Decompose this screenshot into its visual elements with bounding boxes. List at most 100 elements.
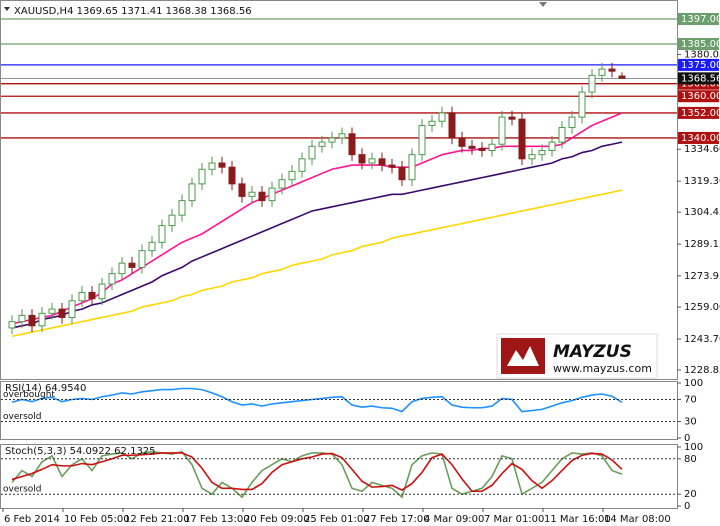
level-label: 1340.00 xyxy=(681,133,720,144)
level-label-box xyxy=(678,106,719,119)
candle-body xyxy=(68,300,76,318)
y-tick-label: 0 xyxy=(684,501,690,512)
level-label: oversold xyxy=(3,412,41,422)
candle-body xyxy=(438,112,446,122)
x-tick-label: 11 Mar 16:00 xyxy=(544,514,611,525)
price-panel xyxy=(0,0,678,380)
candle-body xyxy=(78,291,86,302)
candle-body xyxy=(18,314,26,323)
candle-body xyxy=(268,187,276,202)
candle-body xyxy=(338,133,346,139)
level-label: oversold xyxy=(3,485,41,495)
panel-title: Stoch(5,3,3) 54.0922 62.1325 xyxy=(5,446,156,457)
candle-body xyxy=(258,191,266,202)
candle-body xyxy=(378,158,386,166)
candle-body xyxy=(538,149,546,156)
candle-body xyxy=(118,262,126,275)
x-tick-label: 20 Feb 09:00 xyxy=(244,514,310,525)
candle-body xyxy=(88,291,96,300)
candle-body xyxy=(508,116,516,120)
y-tick-label: 1228.85 xyxy=(684,365,720,376)
candle-body xyxy=(98,283,106,300)
candle-body xyxy=(328,137,336,143)
y-tick-label: 20 xyxy=(684,489,697,500)
candle-body xyxy=(428,120,436,126)
y-tick-label: 70 xyxy=(684,395,697,406)
y-tick-label: 30 xyxy=(684,417,697,428)
candle-body xyxy=(8,321,16,329)
candle-body xyxy=(518,118,526,160)
last-price-box xyxy=(678,72,719,85)
candle-body xyxy=(128,262,136,268)
candle-body xyxy=(48,308,56,314)
candle-body xyxy=(368,158,376,164)
candle-body xyxy=(568,116,576,129)
candle-body xyxy=(548,141,556,151)
y-tick-label: 0 xyxy=(684,433,690,444)
candle-body xyxy=(348,133,356,156)
scroll-marker xyxy=(539,2,547,7)
y-tick-label: 1334.60 xyxy=(684,144,720,155)
indicator-line xyxy=(11,450,623,499)
level-label: 1397.00 xyxy=(681,14,720,25)
y-tick-label: 1259.00 xyxy=(684,302,720,313)
candle-body xyxy=(448,112,456,139)
candle-body xyxy=(288,170,296,181)
logo-mark xyxy=(507,346,539,366)
candle-body xyxy=(558,127,566,143)
candle-body xyxy=(28,314,36,327)
candle-body xyxy=(598,68,606,76)
candle-body xyxy=(458,137,466,147)
candle-body xyxy=(168,214,176,227)
level-label: 1352.00 xyxy=(681,108,720,119)
x-tick-label: 17 Feb 13:00 xyxy=(184,514,250,525)
candle-body xyxy=(298,158,306,172)
indicator-line xyxy=(11,452,623,493)
candle-body xyxy=(218,162,226,168)
candle-body xyxy=(238,183,246,197)
last-price-label: 1368.56 xyxy=(681,73,720,84)
candle-body xyxy=(418,124,426,156)
x-tick-label: 6 Feb 2014 xyxy=(4,514,60,525)
candle-body xyxy=(388,164,396,168)
rsi-panel xyxy=(0,381,678,440)
panel-title: XAUUSD,H4 1369.65 1371.41 1368.38 1368.5… xyxy=(14,6,252,17)
candle-body xyxy=(408,154,416,181)
candle-body xyxy=(468,145,476,149)
x-tick-label: 25 Feb 01:00 xyxy=(304,514,370,525)
y-tick-label: 1273.95 xyxy=(684,271,720,282)
x-tick-label: 14 Mar 08:00 xyxy=(604,514,671,525)
candle-body xyxy=(148,241,156,252)
x-tick-label: 10 Feb 05:00 xyxy=(64,514,130,525)
y-tick-label: 1289.15 xyxy=(684,239,720,250)
candle-body xyxy=(358,154,366,164)
indicator-line xyxy=(11,141,623,329)
candle-body xyxy=(188,183,196,202)
level-label: 1385.00 xyxy=(681,39,720,50)
x-tick-label: 12 Feb 21:00 xyxy=(124,514,190,525)
candle-body xyxy=(38,312,46,327)
y-tick-label: 100 xyxy=(684,442,703,453)
candle-body xyxy=(528,154,536,160)
level-label: 1360.00 xyxy=(681,91,720,102)
candle-body xyxy=(138,250,146,268)
indicator-line xyxy=(11,387,623,413)
logo-name: MAYZUS xyxy=(553,342,632,362)
logo-icon xyxy=(501,338,545,374)
level-label-box xyxy=(678,58,719,71)
x-tick-label: 4 Mar 09:00 xyxy=(424,514,484,525)
x-tick-label: 7 Mar 01:00 xyxy=(484,514,544,525)
y-tick-label: 100 xyxy=(684,378,703,389)
candle-body xyxy=(208,162,216,170)
candle-body xyxy=(498,116,506,145)
watermark: MAYZUS www.mayzus.com xyxy=(496,333,658,379)
y-tick-label: 1304.45 xyxy=(684,207,720,218)
candle-body xyxy=(248,191,256,197)
y-tick-label: 1243.70 xyxy=(684,334,720,345)
indicator-line xyxy=(11,189,623,338)
candle-body xyxy=(488,143,496,151)
candle-body xyxy=(398,166,406,181)
candle-body xyxy=(158,225,166,243)
y-tick-label: 1319.30 xyxy=(684,176,720,187)
